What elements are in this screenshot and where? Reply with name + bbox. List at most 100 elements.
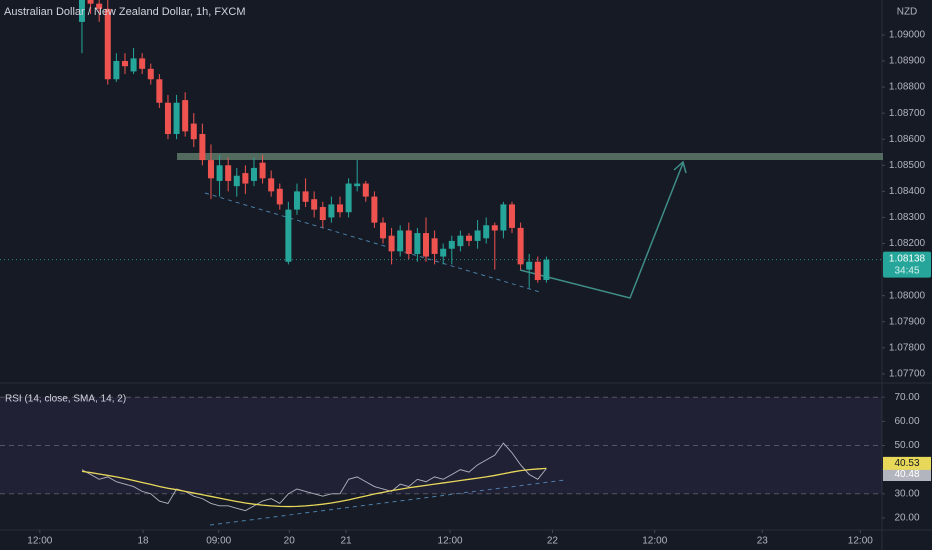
candle-body (78, 0, 85, 22)
candle-body (190, 123, 197, 140)
last-price-box (883, 251, 931, 278)
y-tick-label: 1.08300 (889, 212, 926, 223)
candle-body (422, 233, 429, 257)
y-tick-label: 1.08400 (889, 186, 926, 197)
candle-body (104, 8, 111, 80)
candle-body (293, 191, 300, 210)
candle-body (242, 173, 249, 184)
x-tick-label: 20 (284, 536, 296, 547)
y-tick-label: 1.08900 (889, 56, 926, 67)
candle-body (216, 165, 223, 181)
countdown-label: 34:45 (894, 265, 919, 276)
candle-body (96, 3, 103, 9)
rsi-value-box (883, 467, 931, 481)
y-tick-label: 50.00 (894, 440, 919, 451)
candle-body (319, 207, 326, 221)
y-tick-label: 70.00 (894, 392, 919, 403)
chart-title: Australian Dollar / New Zealand Dollar, … (4, 6, 245, 18)
x-tick-label: 21 (340, 536, 352, 547)
rsi-value-label: 40.48 (894, 469, 919, 480)
candle-body (113, 61, 120, 80)
candle-body (534, 261, 541, 281)
rsi-line (81, 467, 547, 508)
y-tick-label: 1.08200 (889, 238, 926, 249)
candle-body (508, 204, 515, 228)
candle-body (311, 199, 318, 210)
candle-body (285, 209, 292, 262)
rsi-value-box (883, 456, 931, 470)
candle-body (250, 167, 257, 181)
candle-body (130, 58, 137, 72)
currency-label: NZD (897, 7, 918, 18)
candle-body (474, 230, 481, 241)
candle-body (388, 235, 395, 252)
candle-body (173, 102, 180, 135)
candle-body (182, 100, 189, 132)
candle-body (414, 233, 421, 254)
y-tick-label: 1.07800 (889, 342, 926, 353)
candle-body (164, 102, 171, 135)
candle-body (483, 225, 490, 239)
y-tick-label: 1.08000 (889, 290, 926, 301)
candle-body (405, 230, 412, 254)
candle-body (431, 238, 438, 254)
candle-body (448, 240, 455, 249)
candle-body (526, 261, 533, 270)
x-tick-label: 12:00 (438, 536, 463, 547)
last-price-label: 1.08138 (889, 253, 926, 264)
candle-body (354, 183, 361, 187)
candle-body (268, 178, 275, 192)
candle-body (276, 188, 283, 205)
y-tick-label: 1.08700 (889, 108, 926, 119)
y-tick-label: 1.07900 (889, 316, 926, 327)
candle-body (147, 68, 154, 80)
candle-body (207, 160, 214, 179)
candle-body (543, 259, 550, 281)
candle-body (379, 222, 386, 239)
y-tick-label: 20.00 (894, 513, 919, 524)
candle-body (440, 248, 447, 257)
arrow-head (673, 160, 687, 174)
candle-body (345, 183, 352, 213)
candle-body (500, 204, 507, 231)
candle-body (328, 204, 335, 218)
candle-body (259, 162, 266, 179)
trend-line[interactable] (204, 192, 541, 293)
candle-body (397, 230, 404, 252)
candle-body (225, 165, 232, 181)
x-tick-label: 12:00 (27, 536, 52, 547)
candle-body (156, 79, 163, 103)
candle-body (199, 134, 206, 161)
resistance-zone[interactable] (177, 153, 883, 160)
x-tick-label: 09:00 (206, 536, 231, 547)
y-tick-label: 1.09000 (889, 30, 926, 41)
candle-body (233, 175, 240, 187)
drawings (177, 153, 883, 526)
candle-body (517, 227, 524, 265)
x-tick-label: 22 (547, 536, 559, 547)
projection-arrow[interactable] (519, 162, 684, 299)
rsi-title: RSI (14, close, SMA, 14, 2) (5, 394, 126, 405)
rsi-pane (0, 383, 882, 530)
candle-body (139, 58, 146, 69)
candle-body (121, 61, 128, 67)
y-tick-label: 30.00 (894, 488, 919, 499)
y-tick-label: 1.08600 (889, 134, 926, 145)
candle-body (302, 191, 309, 202)
candle-body (371, 196, 378, 223)
x-tick-label: 23 (757, 536, 769, 547)
candle-body (465, 235, 472, 241)
y-tick-label: 1.07700 (889, 369, 926, 380)
candle-body (457, 235, 464, 247)
y-tick-label: 1.08500 (889, 160, 926, 171)
x-tick-label: 12:00 (848, 536, 873, 547)
rsi-line (81, 442, 547, 512)
rsi-trend-line[interactable] (209, 479, 566, 526)
x-tick-label: 18 (137, 536, 149, 547)
candle-body (362, 183, 369, 197)
x-tick-label: 12:00 (642, 536, 667, 547)
rsi-value-label: 40.53 (894, 458, 919, 469)
